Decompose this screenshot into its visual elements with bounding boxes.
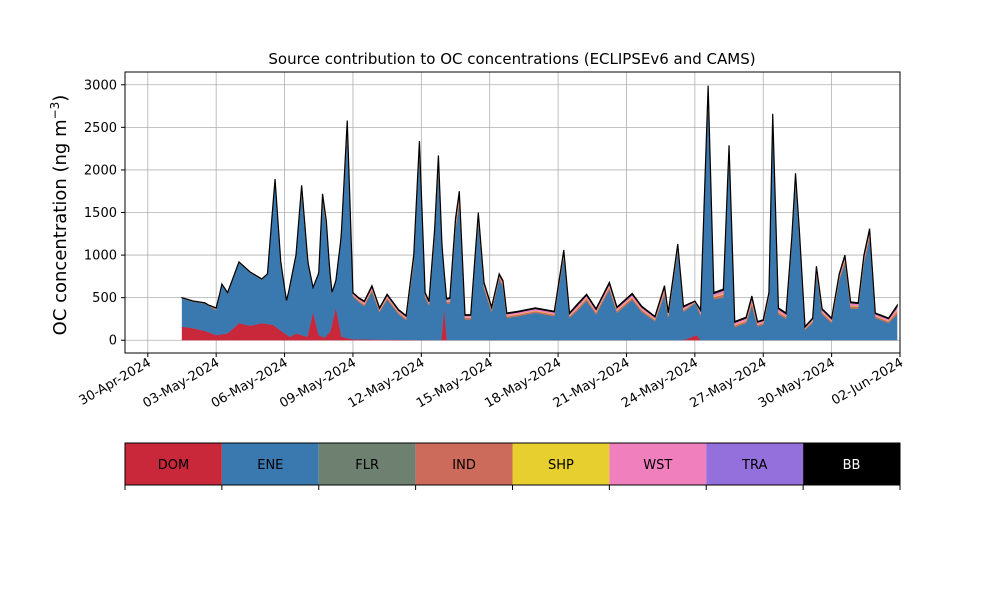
y-axis-ticks: 0 500 1000 1500 2000 2500 3000 (84, 78, 125, 349)
y-axis-label-main: OC concentration (ng m (50, 119, 71, 335)
legend-swatch-tra (706, 443, 804, 485)
legend-label-ene: ENE (257, 458, 283, 473)
legend-label-bb: BB (843, 458, 861, 473)
y-tick-label: 500 (92, 291, 117, 306)
legend-swatch-flr (318, 443, 416, 485)
x-tick-label: 09-May-2024 (277, 355, 359, 411)
legend-border (124, 442, 901, 486)
area-ene (181, 97, 898, 341)
legend-label-dom: DOM (158, 458, 189, 473)
legend-label-ind: IND (452, 458, 476, 473)
legend-label-wst: WST (643, 458, 672, 473)
x-tick-label: 21-May-2024 (551, 355, 633, 411)
chart-title: Source contribution to OC concentrations… (268, 50, 755, 68)
y-tick-label: 2000 (84, 163, 117, 178)
y-tick-label: 1500 (84, 206, 117, 221)
x-tick-label: 24-May-2024 (619, 355, 701, 411)
y-tick-label: 1000 (84, 249, 117, 264)
legend-swatch-wst (609, 443, 707, 485)
y-tick-label: 2500 (84, 121, 117, 136)
legend-label-tra: TRA (741, 458, 767, 473)
legend-swatch-ene (221, 443, 319, 485)
y-axis-label-close: ) (50, 95, 71, 102)
x-tick-label: 30-May-2024 (756, 355, 838, 411)
legend-swatch-ind (415, 443, 513, 485)
x-tick-label: 18-May-2024 (482, 355, 564, 411)
legend-colorbar: DOM ENE FLR IND SHP WST TRA BB (124, 442, 901, 490)
y-tick-label: 3000 (84, 78, 117, 93)
y-axis-label-exponent: −3 (48, 102, 62, 120)
x-tick-label: 06-May-2024 (209, 355, 291, 411)
legend-swatch-bb (803, 443, 900, 485)
x-axis-ticks: 30-Apr-202403-May-202406-May-202409-May-… (77, 353, 906, 411)
area-bb (181, 85, 898, 329)
y-axis-label: OC concentration (ng m−3) (48, 95, 71, 336)
y-tick-label: 0 (109, 334, 117, 349)
stacked-areas (181, 85, 898, 341)
legend-swatch-dom (125, 443, 222, 485)
legend-label-flr: FLR (355, 458, 379, 473)
legend-label-shp: SHP (548, 458, 574, 473)
x-tick-label: 15-May-2024 (414, 355, 496, 411)
legend-swatch-shp (512, 443, 610, 485)
x-tick-label: 27-May-2024 (688, 355, 770, 411)
x-tick-label: 03-May-2024 (140, 355, 222, 411)
x-tick-label: 02-Jun-2024 (829, 355, 906, 408)
x-tick-label: 12-May-2024 (346, 355, 428, 411)
